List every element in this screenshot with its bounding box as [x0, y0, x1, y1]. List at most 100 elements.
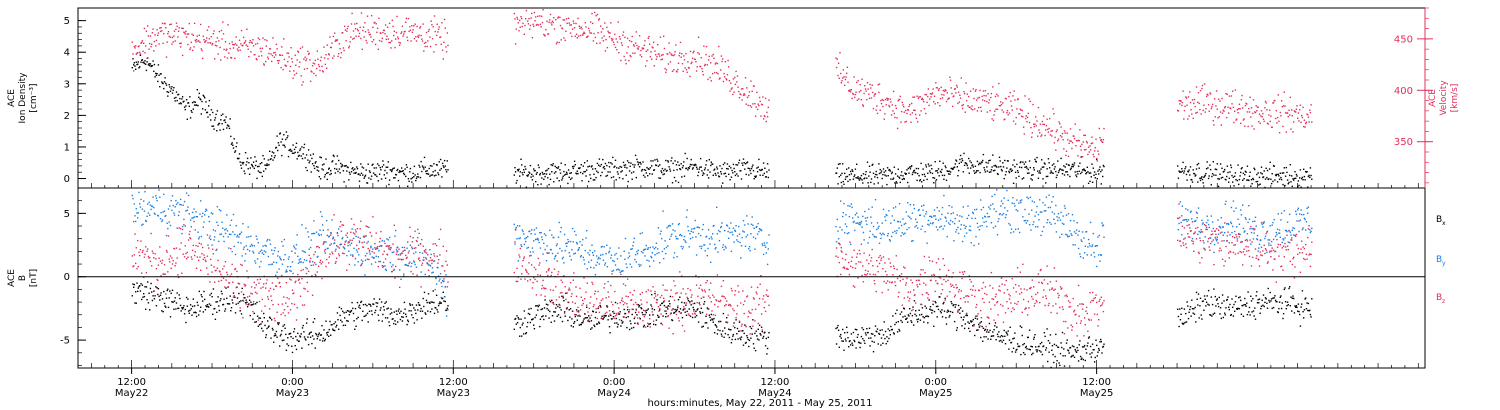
velocity-point [842, 69, 844, 71]
bx-point [239, 310, 241, 312]
bx-point [702, 325, 704, 328]
bx-point [261, 327, 263, 330]
bx-point [1303, 309, 1306, 311]
ion-density-point [839, 163, 841, 165]
ion-density-point [418, 164, 420, 167]
ion-density-point [276, 135, 278, 137]
velocity-point [302, 81, 304, 83]
ion-density-point [629, 165, 631, 167]
ion-density-point [358, 173, 360, 175]
velocity-point [533, 11, 536, 14]
by-point [443, 280, 445, 282]
velocity-point [1251, 125, 1253, 127]
ion-density-point [949, 171, 952, 173]
by-point [208, 216, 210, 218]
bx-point [529, 313, 531, 316]
velocity-point [314, 59, 316, 62]
ion-density-point [1246, 179, 1248, 181]
velocity-point [961, 107, 964, 110]
velocity-point [283, 38, 285, 40]
ion-density-point [188, 105, 190, 107]
velocity-point [574, 35, 576, 37]
velocity-point [1272, 102, 1274, 104]
bx-point [859, 346, 861, 349]
ion-density-point [134, 65, 136, 67]
ion-density-point [424, 166, 426, 168]
bx-point [592, 311, 595, 313]
ion-density-point [429, 175, 431, 177]
ion-density-point [866, 161, 869, 163]
velocity-point [1260, 110, 1263, 112]
bx-point [977, 329, 979, 331]
by-point [540, 232, 542, 234]
bx-point [1232, 306, 1234, 308]
bx-point [1306, 302, 1308, 304]
by-point [594, 250, 596, 252]
by-point [605, 253, 607, 255]
by-point [251, 245, 253, 247]
bx-point [169, 316, 172, 318]
ion-density-point [594, 179, 596, 181]
bx-point [614, 301, 617, 304]
velocity-point [1069, 128, 1072, 130]
bx-point [874, 325, 877, 327]
ion-density-point [370, 175, 373, 177]
bx-point [549, 310, 551, 313]
ion-density-point [740, 170, 742, 172]
velocity-point [1181, 104, 1183, 107]
bx-point [336, 312, 339, 314]
bx-point [164, 305, 166, 307]
velocity-point [316, 50, 318, 52]
velocity-point [285, 65, 288, 67]
bx-point [1057, 346, 1060, 349]
velocity-point [359, 26, 361, 29]
bx-point [170, 292, 172, 294]
velocity-point [1081, 156, 1084, 158]
velocity-point [356, 22, 358, 25]
ion-density-point [1213, 174, 1215, 176]
bx-point [850, 333, 853, 335]
ion-density-point [305, 154, 308, 156]
bx-point [417, 309, 419, 311]
velocity-point [893, 112, 895, 115]
by-point [381, 240, 383, 242]
ion-density-point [425, 170, 427, 173]
bx-point [869, 345, 871, 347]
velocity-point [215, 41, 217, 43]
bx-point [752, 319, 754, 321]
velocity-point [943, 90, 946, 93]
bx-point [689, 315, 692, 317]
ion-density-point [877, 182, 879, 184]
ion-density-point [143, 61, 145, 63]
bx-point [1192, 312, 1194, 314]
velocity-point [1067, 155, 1070, 157]
velocity-point [265, 60, 267, 63]
ion-density-point [514, 171, 517, 173]
bx-point [710, 319, 712, 321]
velocity-point [728, 66, 730, 68]
velocity-point [1309, 111, 1312, 114]
bx-point [863, 340, 865, 342]
bx-point [423, 291, 426, 294]
by-point [230, 219, 233, 221]
bx-point [415, 312, 417, 315]
by-point [439, 273, 442, 275]
ion-density-point [300, 155, 302, 157]
bx-point [1248, 311, 1250, 313]
velocity-point [662, 53, 664, 56]
bx-point [335, 326, 337, 328]
ion-density-point [883, 171, 885, 173]
bx-point [409, 303, 411, 305]
by-point [541, 236, 543, 238]
velocity-point [206, 29, 209, 31]
velocity-point [1189, 101, 1192, 104]
by-point [204, 210, 207, 213]
ion-density-point [1020, 166, 1023, 169]
bx-point [325, 320, 327, 322]
ion-density-point [691, 168, 694, 170]
velocity-point [351, 12, 353, 15]
ion-density-point [1060, 157, 1062, 160]
velocity-point [1252, 99, 1255, 101]
bx-point [1051, 349, 1053, 351]
ion-density-point [1103, 165, 1105, 168]
